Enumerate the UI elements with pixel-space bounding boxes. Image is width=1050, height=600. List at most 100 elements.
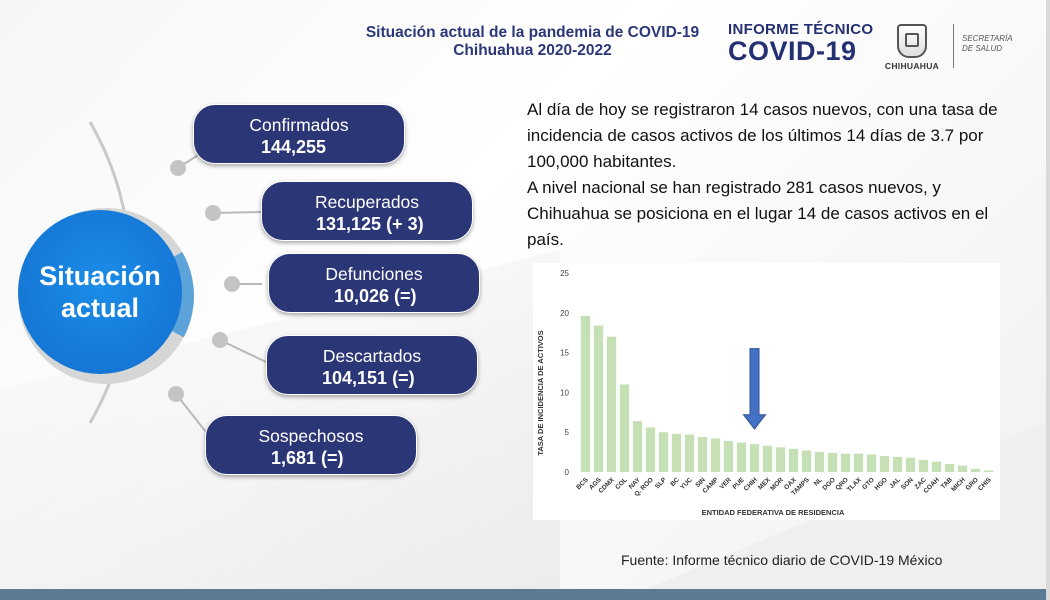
chart-bar-son [905, 457, 916, 472]
chart-bar-gto [866, 454, 877, 472]
chart-bar-nl [814, 452, 825, 472]
narrative-paragraph-1: Al día de hoy se registraron 14 casos nu… [527, 100, 998, 171]
defunciones-card: Defunciones 10,026 (=) [268, 253, 480, 313]
descartados-value: 104,151 (=) [322, 368, 415, 388]
chart-x-tick-label: NL [813, 476, 824, 487]
descartados-card: Descartados 104,151 (=) [266, 335, 478, 395]
chart-bar-jal [892, 456, 903, 472]
status-circle: Situación actual [18, 210, 182, 374]
narrative-text: Al día de hoy se registraron 14 casos nu… [527, 97, 1027, 253]
connector-node [168, 386, 184, 402]
chart-x-tick-label: SLP [654, 476, 668, 490]
chart-y-tick-0: 0 [565, 468, 570, 477]
logo-divider [953, 24, 954, 68]
chart-bar-yuc [684, 434, 695, 472]
chart-x-tick-label: YUC [679, 476, 694, 491]
chart-bar-chih [749, 444, 760, 472]
chart-bar-oax [788, 448, 799, 472]
recuperados-label: Recuperados [314, 192, 420, 212]
incidence-chart: TASA DE INCIDENCIA DE ACTIVOS ENTIDAD FE… [533, 263, 1000, 520]
confirmados-value: 144,255 [261, 137, 327, 157]
chart-y-axis-label: TASA DE INCIDENCIA DE ACTIVOS [536, 330, 545, 455]
chart-bar-bc [671, 433, 682, 472]
defunciones-value: 10,026 (=) [334, 286, 417, 306]
page-title: Situación actual de la pandemia de COVID… [345, 24, 720, 60]
chihuahua-logo-text: CHIHUAHUA [884, 61, 940, 71]
chart-bar-mich [957, 465, 968, 472]
confirmados-card: Confirmados 144,255 [193, 104, 405, 164]
source-note: Fuente: Informe técnico diario de COVID-… [621, 552, 943, 568]
chart-bar-coah [931, 461, 942, 472]
descartados-label: Descartados [322, 346, 422, 366]
chart-x-tick-label: TLAX [846, 476, 863, 493]
chart-x-tick-label: BC [669, 476, 681, 488]
chart-bar-dgo [827, 452, 838, 472]
connector-node [212, 332, 228, 348]
chart-y-tick-3: 15 [560, 349, 569, 358]
chart-x-tick-label: COL [614, 476, 629, 491]
report-logo: INFORME TÉCNICO COVID-19 [728, 22, 873, 65]
chart-x-tick-label: VER [719, 476, 734, 491]
chart-x-axis-label: ENTIDAD FEDERATIVA DE RESIDENCIA [702, 508, 845, 517]
chart-bar-mor [775, 447, 786, 472]
chart-bar-ags [593, 325, 604, 472]
chart-x-tick-label: SON [900, 476, 915, 491]
sospechosos-value: 1,681 (=) [271, 448, 344, 468]
report-logo-line-2: COVID-19 [728, 36, 857, 66]
confirmados-label: Confirmados [249, 115, 349, 135]
defunciones-label: Defunciones [325, 264, 423, 284]
chart-x-tick-label: BCS [575, 476, 590, 491]
chart-x-tick-label: GTO [861, 476, 876, 491]
secretaria-salud-logo: SECRETARÍA DE SALUD [962, 34, 1013, 54]
chart-bar-sin [697, 436, 708, 472]
chart-y-tick-4: 20 [560, 309, 569, 318]
title-line-1: Situación actual de la pandemia de COVID… [365, 24, 700, 41]
title-line-2: Chihuahua 2020-2022 [453, 42, 612, 59]
chart-x-tick-label: MICH [950, 476, 967, 493]
chart-bar-col [619, 384, 630, 472]
connector-node [170, 160, 186, 176]
chart-bar-gro [970, 468, 981, 472]
chart-bar-zac [918, 460, 929, 472]
narrative-paragraph-2: A nivel nacional se han registrado 281 c… [527, 178, 989, 249]
chart-x-tick-label: GRO [964, 476, 979, 491]
chart-y-tick-2: 10 [560, 388, 569, 397]
recuperados-value: 131,125 (+ 3) [316, 214, 424, 234]
sospechosos-label: Sospechosos [258, 426, 364, 446]
chart-bar-bcs [580, 315, 591, 472]
arrow-down-icon [742, 348, 767, 430]
incidence-chart-svg: TASA DE INCIDENCIA DE ACTIVOS ENTIDAD FE… [536, 269, 994, 517]
chart-bar-hgo [879, 456, 890, 472]
connector-node [205, 205, 221, 221]
bottom-bar [0, 589, 1050, 600]
connector-node [224, 276, 240, 292]
chart-bar-qroo [645, 427, 656, 472]
chart-bar-tab [944, 464, 955, 472]
chart-x-tick-label: HGO [873, 476, 888, 491]
recuperados-card: Recuperados 131,125 (+ 3) [261, 181, 473, 241]
sospechosos-card: Sospechosos 1,681 (=) [205, 415, 417, 475]
chart-bar-slp [658, 432, 669, 472]
chart-y-tick-5: 25 [560, 269, 569, 278]
chihuahua-logo: CHIHUAHUA [880, 24, 944, 71]
chart-y-tick-1: 5 [565, 428, 570, 437]
chart-bar-nay [632, 421, 643, 472]
page-edge [1046, 0, 1050, 600]
chart-bar-cdmx [606, 336, 617, 472]
chart-x-tick-label: MOR [769, 476, 785, 492]
chart-bar-tlax [853, 453, 864, 472]
chart-x-tick-label: DGO [821, 476, 836, 491]
chart-x-tick-label: JAL [888, 476, 902, 490]
chart-x-tick-label: CHIS [977, 476, 993, 492]
chart-x-tick-label: CHIH [743, 476, 759, 492]
chart-bar-tamps [801, 450, 812, 472]
salud-line-2: DE SALUD [962, 44, 1003, 53]
chart-bar-ver [723, 440, 734, 472]
salud-line-1: SECRETARÍA [962, 34, 1013, 43]
status-circle-label: Situación actual [39, 261, 161, 323]
chart-bar-chis [983, 470, 994, 472]
report-logo-line-1: INFORME TÉCNICO [728, 21, 874, 38]
chart-bar-qro [840, 453, 851, 472]
shield-icon [897, 24, 927, 58]
chart-bar-camp [710, 438, 721, 472]
